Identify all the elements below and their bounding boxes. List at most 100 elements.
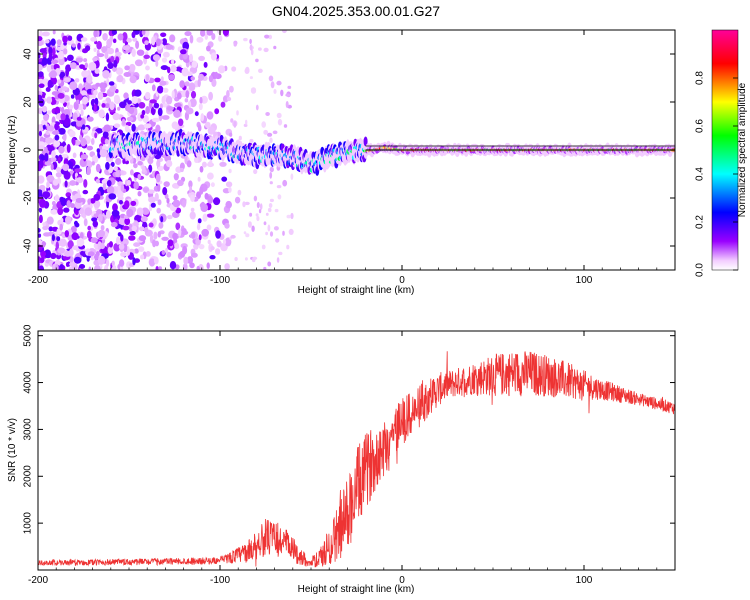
heatmap-cell (197, 124, 202, 132)
heatmap-cell (80, 90, 88, 96)
heatmap-cell (58, 238, 67, 247)
heatmap-cell (82, 189, 89, 195)
heatmap-cell (105, 112, 110, 122)
heatmap-cell (44, 152, 49, 162)
heatmap-cell (157, 231, 161, 238)
heatmap-cell (144, 40, 149, 46)
heatmap-cell (165, 247, 169, 254)
heatmap-cell (141, 30, 146, 36)
heatmap-cell (45, 87, 51, 92)
heatmap-cell (56, 39, 62, 46)
heatmap-cell (153, 102, 160, 109)
heatmap-cell (180, 49, 187, 55)
heatmap-cell (70, 225, 77, 234)
heatmap-cell (268, 203, 273, 208)
heatmap-cell (182, 263, 188, 270)
heatmap-cell (144, 226, 149, 233)
heatmap-cell (51, 59, 59, 64)
heatmap-cell (71, 232, 79, 241)
heatmap-cell (188, 82, 196, 92)
heatmap-cell (138, 246, 145, 252)
heatmap-cell (220, 101, 226, 108)
heatmap-cell (263, 47, 269, 53)
heatmap-cell (256, 215, 260, 222)
heatmap-cell (60, 113, 66, 121)
heatmap-cell (80, 109, 84, 117)
heatmap-cell (54, 106, 61, 114)
x-tick-label: 0 (399, 575, 405, 586)
heatmap-cell (42, 225, 49, 231)
heatmap-cell (174, 102, 182, 108)
heatmap-cell (93, 103, 97, 112)
heatmap-cell (249, 138, 254, 143)
heatmap-cell (178, 228, 182, 237)
heatmap-cell (87, 225, 91, 231)
heatmap-cell (277, 118, 283, 126)
heatmap-cell (118, 243, 125, 250)
heatmap-cell (95, 178, 100, 184)
heatmap-cell (93, 89, 98, 96)
heatmap-cell (65, 68, 69, 77)
heatmap-cell (97, 91, 104, 100)
heatmap-cell (113, 59, 118, 68)
heatmap-cell (111, 209, 120, 217)
heatmap-cell (129, 75, 137, 84)
heatmap-cell (85, 45, 91, 52)
heatmap-cell (166, 251, 172, 258)
heatmap-cell (267, 224, 271, 232)
heatmap-cell (165, 160, 173, 168)
heatmap-cell (126, 116, 134, 122)
heatmap-cell (177, 179, 184, 187)
heatmap-cell (131, 31, 136, 38)
bottom-x-axis: -200 -100 0 100 (28, 331, 676, 586)
heatmap-cell (38, 94, 43, 101)
heatmap-cell (156, 38, 161, 47)
heatmap-cell (103, 124, 111, 132)
heatmap-cell (104, 51, 109, 60)
heatmap-cell (60, 197, 67, 207)
heatmap-cell (93, 30, 98, 38)
heatmap-cell (270, 81, 275, 89)
heatmap-cell (206, 224, 212, 231)
heatmap-cell (134, 89, 142, 97)
heatmap-cell (224, 237, 232, 247)
heatmap-cell (256, 202, 260, 209)
heatmap-cell (86, 166, 91, 176)
heatmap-cell (276, 80, 282, 86)
heatmap-cell (288, 228, 294, 235)
heatmap-cell (50, 65, 54, 70)
heatmap-cell (107, 246, 114, 255)
heatmap-cell (43, 114, 49, 121)
heatmap-cell (69, 180, 77, 186)
heatmap-cell (255, 104, 259, 111)
heatmap-cell (61, 153, 68, 158)
y-tick-label: 1000 (23, 512, 34, 535)
x-tick-label: -200 (28, 575, 48, 586)
heatmap-cell (91, 138, 95, 145)
heatmap-cell (119, 200, 123, 205)
top-x-axis-label: Height of straight line (km) (298, 285, 415, 296)
heatmap-cell (46, 181, 50, 189)
heatmap-cell (156, 159, 161, 168)
heatmap-cell (109, 241, 113, 248)
colorbar-label: Normalized spectral amplitude (737, 82, 748, 217)
heatmap-cell (233, 42, 237, 47)
heatmap-cell (90, 237, 98, 244)
heatmap-cell (63, 77, 71, 82)
heatmap-cell (68, 104, 74, 110)
heatmap-cell (148, 222, 154, 228)
heatmap-cell (225, 200, 232, 209)
heatmap-cell (186, 256, 194, 264)
heatmap-cell (269, 137, 273, 144)
heatmap-cell (69, 81, 78, 90)
heatmap-cell (189, 98, 197, 108)
heatmap-cell (218, 65, 226, 74)
heatmap-cell (76, 99, 80, 105)
heatmap-cell (165, 95, 173, 105)
heatmap-cell (259, 203, 263, 210)
heatmap-cell (113, 166, 118, 172)
heatmap-cell (94, 68, 100, 74)
heatmap-cell (111, 260, 115, 267)
heatmap-cell (160, 216, 164, 223)
